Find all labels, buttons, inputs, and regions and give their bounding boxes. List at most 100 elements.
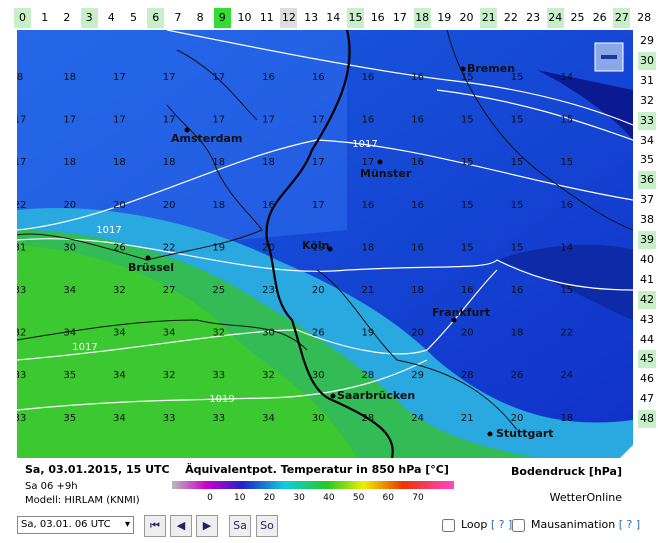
hour-button[interactable]: 12 [280, 8, 298, 28]
level-button[interactable]: 44 [640, 332, 654, 346]
pressure-label: Bodendruck [hPa] [511, 465, 622, 478]
level-button[interactable]: 46 [640, 372, 654, 386]
hour-button[interactable]: 2 [63, 11, 71, 24]
hour-button[interactable]: 6 [147, 8, 165, 28]
map-value: 18 [262, 157, 275, 168]
map-value: 18 [113, 157, 126, 168]
mouse-label: Mausanimation [531, 518, 616, 531]
map-value: 16 [312, 72, 325, 83]
first-button[interactable]: ⏮ [144, 515, 166, 537]
hour-button[interactable]: 14 [326, 11, 341, 24]
hour-button[interactable]: 17 [392, 11, 407, 24]
map-value: 16 [411, 115, 424, 126]
hour-button[interactable]: 5 [130, 11, 137, 24]
level-button[interactable]: 43 [640, 312, 654, 326]
map-value: 15 [560, 157, 573, 168]
day-button[interactable]: So [256, 515, 278, 537]
level-button[interactable]: 41 [640, 272, 654, 286]
hour-button[interactable]: 4 [107, 11, 115, 24]
city-label: Münster [360, 167, 412, 180]
hour-button[interactable]: 28 [637, 11, 652, 24]
map-value: 19 [312, 242, 325, 253]
map-value: 19 [212, 242, 225, 253]
map: 8 18 17 17 17 16 16 16 16 15 15 14 17 17 17 17 17 17 17 16 1… [17, 30, 633, 458]
level-button[interactable]: 48 [638, 410, 656, 429]
map-value: 17 [63, 115, 76, 126]
map-value: 17 [17, 115, 26, 126]
prev-button[interactable]: ◀ [170, 515, 192, 537]
map-value: 17 [212, 115, 225, 126]
level-button[interactable]: 39 [638, 231, 656, 249]
hour-button[interactable]: 11 [259, 11, 274, 24]
next-button[interactable]: ▶ [196, 515, 218, 537]
hour-button[interactable]: 7 [174, 11, 182, 24]
map-value: 15 [511, 72, 524, 83]
hour-button[interactable]: 25 [570, 11, 585, 24]
level-button[interactable]: 42 [638, 290, 656, 309]
day-button[interactable]: Sa [229, 515, 251, 537]
select-text: Sa, 03.01. 06 UTC [21, 519, 111, 530]
hour-button[interactable]: 15 [347, 8, 364, 28]
level-button[interactable]: 30 [638, 51, 656, 70]
hour-button[interactable]: 27 [613, 8, 631, 28]
map-value: 18 [560, 413, 573, 424]
hour-button[interactable]: 18 [413, 8, 431, 28]
map-value: 15 [461, 115, 474, 126]
map-value: 17 [312, 157, 325, 168]
map-value: 20 [411, 328, 424, 339]
level-button[interactable]: 38 [640, 213, 654, 227]
hour-button[interactable]: 16 [370, 11, 385, 24]
hour-button[interactable]: 24 [546, 8, 564, 28]
map-value: 18 [362, 242, 375, 253]
level-button[interactable]: 34 [640, 133, 654, 147]
time-select[interactable]: Sa, 03.01. 06 UTC ▾ [17, 516, 134, 534]
level-button[interactable]: 37 [640, 193, 654, 207]
hour-button[interactable]: 8 [196, 11, 204, 24]
colorbar [172, 481, 454, 489]
level-button[interactable]: 47 [640, 392, 654, 406]
map-value: 16 [461, 285, 474, 296]
help-link[interactable]: [ ? ] [618, 518, 641, 531]
level-button[interactable]: 31 [640, 73, 654, 87]
city-dot [145, 255, 151, 261]
map-value: 34 [113, 328, 126, 339]
mouse-checkbox[interactable] [512, 518, 525, 532]
map-value: 30 [312, 413, 325, 424]
hour-button[interactable]: 3 [80, 8, 98, 28]
hour-button[interactable]: 9 [213, 8, 231, 28]
map-value: 17 [312, 200, 325, 211]
mouse-control: Mausanimation [ ? ] [512, 518, 640, 532]
hour-button[interactable]: 22 [503, 11, 518, 24]
map-value: 27 [163, 285, 176, 296]
loop-checkbox[interactable] [442, 518, 455, 532]
map-value: 17 [163, 115, 176, 126]
hour-button[interactable]: 23 [526, 11, 541, 24]
level-button[interactable]: 36 [638, 171, 656, 190]
level-button[interactable]: 45 [638, 350, 656, 369]
city-dot [330, 393, 336, 399]
city-label: Köln [302, 239, 330, 252]
map-value: 34 [63, 285, 76, 296]
help-link[interactable]: [ ? ] [490, 518, 513, 531]
brand: WetterOnline [550, 491, 623, 504]
level-button[interactable]: 35 [640, 153, 654, 167]
hour-button[interactable]: 26 [592, 11, 607, 24]
map-value: 18 [63, 157, 76, 168]
level-button[interactable]: 32 [640, 93, 654, 107]
map-value: 15 [461, 157, 474, 168]
hour-button[interactable]: 13 [304, 11, 319, 24]
map-value: 19 [362, 328, 375, 339]
level-button[interactable]: 40 [640, 252, 654, 266]
city-dot [451, 317, 457, 323]
hour-button[interactable]: 0 [14, 8, 31, 28]
map-value: 20 [312, 285, 325, 296]
hour-button[interactable]: 20 [459, 11, 474, 24]
hour-button[interactable]: 21 [480, 8, 498, 28]
level-button[interactable]: 29 [640, 34, 654, 47]
map-value: 16 [262, 200, 275, 211]
hour-button[interactable]: 10 [237, 11, 252, 24]
hour-button[interactable]: 1 [41, 11, 49, 24]
map-value: 16 [362, 72, 375, 83]
level-button[interactable]: 33 [638, 111, 656, 130]
hour-button[interactable]: 19 [437, 11, 452, 24]
